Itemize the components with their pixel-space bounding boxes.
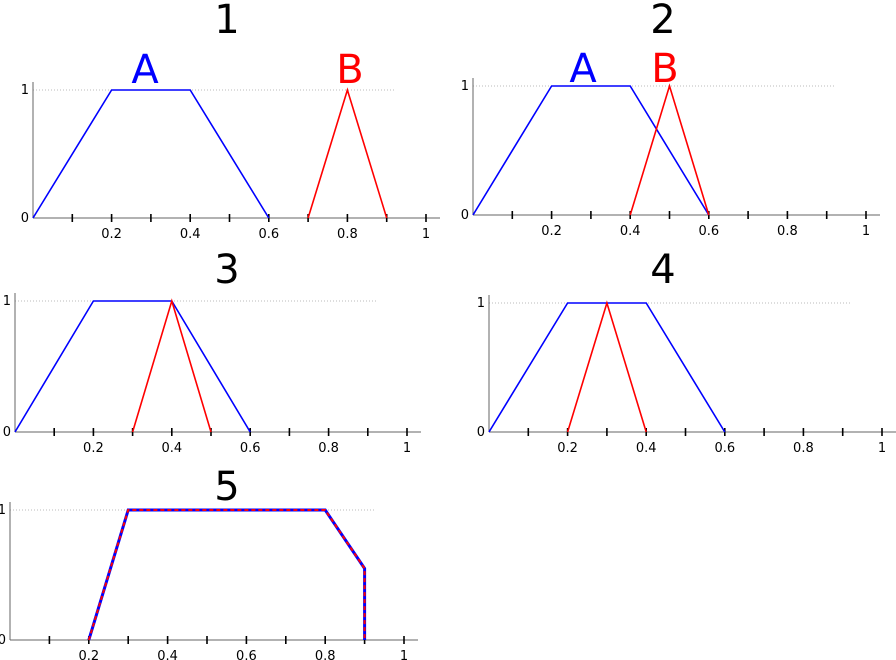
chart-panel-4: 4 0.2 0.4 0.6 0.8 1 0 1 — [477, 247, 896, 456]
x-tick-label: 0.4 — [636, 441, 657, 456]
series-line-2 — [566, 300, 647, 433]
x-tick-label: 0.2 — [101, 227, 122, 242]
y-tick-label: 1 — [461, 79, 469, 94]
x-tick-label: 0.8 — [793, 441, 814, 456]
panel-title: 5 — [214, 464, 239, 510]
x-tick-label: 0.8 — [777, 224, 798, 239]
x-tick-label: 0.6 — [258, 227, 279, 242]
y-tick-label: 0 — [3, 425, 11, 440]
chart-panel-3: 3 0.2 0.4 0.6 0.8 1 0 1 — [3, 247, 421, 456]
x-tick-label: 0.2 — [83, 441, 104, 456]
x-tick-label: 0.2 — [78, 649, 99, 660]
y-tick-label: 1 — [21, 83, 29, 98]
series-line-2 — [629, 83, 710, 216]
x-tick-label: 0.4 — [157, 649, 178, 660]
chart-panel-2: 2 0.2 0.4 0.6 0.8 1 0 1 A B — [461, 0, 880, 239]
series-line-2 — [307, 87, 388, 219]
y-tick-label: 0 — [0, 633, 6, 648]
panel-title: 1 — [214, 0, 239, 43]
panel-title: 2 — [650, 0, 675, 43]
x-tick-label: 1 — [862, 224, 870, 239]
x-tick-label: 0.4 — [180, 227, 201, 242]
series-label: A — [131, 47, 159, 93]
series-label: B — [336, 47, 363, 93]
y-tick-label: 0 — [21, 211, 29, 226]
series-line-1 — [14, 300, 251, 433]
x-tick-label: 0.6 — [698, 224, 719, 239]
x-tick-label: 1 — [422, 227, 430, 242]
x-tick-label: 0.6 — [236, 649, 257, 660]
series-label: B — [651, 46, 678, 92]
x-tick-label: 0.6 — [714, 441, 735, 456]
y-tick-label: 0 — [477, 425, 485, 440]
x-tick-label: 0.4 — [161, 441, 182, 456]
series-line-1 — [32, 89, 270, 219]
x-tick-label: 0.2 — [557, 441, 578, 456]
x-tick-label: 0.4 — [620, 224, 641, 239]
x-tick-label: 0.2 — [541, 224, 562, 239]
series-line-1 — [472, 85, 710, 216]
chart-panel-5: 5 0.2 0.4 0.6 0.8 1 0 1 — [0, 464, 418, 660]
series-label: A — [569, 46, 597, 92]
x-tick-label: 0.8 — [315, 649, 336, 660]
y-tick-label: 1 — [0, 503, 6, 518]
x-tick-label: 1 — [403, 441, 411, 456]
y-tick-label: 1 — [3, 294, 11, 309]
x-tick-label: 1 — [878, 441, 886, 456]
y-tick-label: 0 — [461, 208, 469, 223]
x-tick-label: 0.8 — [337, 227, 358, 242]
y-tick-label: 1 — [477, 296, 485, 311]
series-line-1 — [87, 508, 367, 641]
panel-title: 4 — [650, 247, 675, 293]
x-tick-label: 0.6 — [240, 441, 261, 456]
series-line-2 — [131, 298, 212, 433]
series-line-2 — [87, 509, 366, 641]
panel-title: 3 — [214, 247, 239, 293]
chart-panel-1: 1 0.2 0.4 0.6 0.8 1 0 1 A B — [21, 0, 440, 242]
series-line-1 — [488, 302, 726, 433]
x-tick-label: 0.8 — [318, 441, 339, 456]
x-tick-label: 1 — [400, 649, 408, 660]
